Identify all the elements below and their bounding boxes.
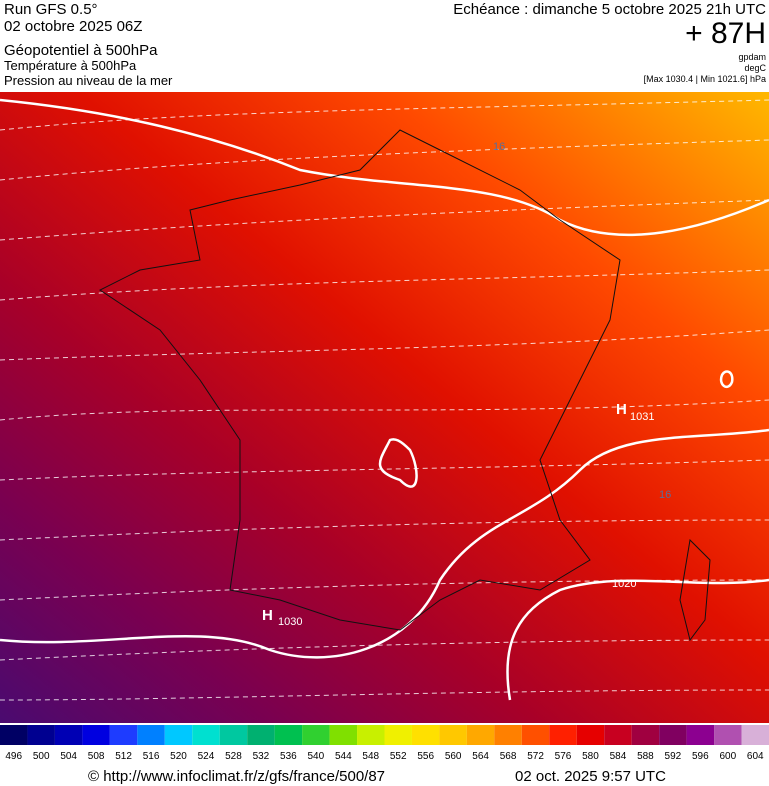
source: © http://www.infoclimat.fr/z/gfs/france/… <box>88 768 385 785</box>
isotherm-label: 16 <box>659 489 671 501</box>
colorbar-swatch <box>54 725 83 745</box>
pressure-range: [Max 1030.4 | Min 1021.6] hPa <box>644 74 766 84</box>
colorbar-swatch <box>439 725 467 745</box>
colorbar-swatch <box>659 725 687 745</box>
colorbar-label: 512 <box>115 751 132 762</box>
colorbar-label: 600 <box>719 751 736 762</box>
colorbar-swatch <box>109 725 138 745</box>
colorbar-swatch <box>549 725 577 745</box>
colorbar-swatch <box>411 725 440 745</box>
unit: gpdam <box>738 52 766 62</box>
colorbar-swatch <box>164 725 193 745</box>
colorbar-label: 556 <box>417 751 434 762</box>
colorbar-swatch <box>714 725 742 745</box>
coastlines <box>99 129 711 642</box>
colorbar-swatch <box>0 725 28 745</box>
colorbar-swatch <box>384 725 412 745</box>
colorbar-swatch <box>494 725 522 745</box>
colorbar-swatch <box>82 725 110 745</box>
colorbar-swatch <box>576 725 605 745</box>
colorbar-label: 584 <box>610 751 627 762</box>
header: Run GFS 0.5° 02 octobre 2025 06Z Géopote… <box>4 1 767 88</box>
colorbar-label: 576 <box>555 751 572 762</box>
colorbar-swatch <box>466 725 495 745</box>
colorbar-label: 532 <box>253 751 270 762</box>
field-label: Pression au niveau de la mer <box>4 73 173 88</box>
colorbar-label: 508 <box>88 751 105 762</box>
colorbar-label: 544 <box>335 751 352 762</box>
map-labels: 16 16 H 1031 H 1030 1020 <box>262 141 671 628</box>
colorbar-swatch <box>192 725 220 745</box>
high-value: 1031 <box>630 411 654 423</box>
high-marker: H <box>262 607 273 624</box>
field-label: Température à 500hPa <box>4 58 137 73</box>
unit: degC <box>744 63 766 73</box>
colorbar-label: 504 <box>60 751 77 762</box>
colorbar-swatch <box>686 725 715 745</box>
colorbar-label: 536 <box>280 751 297 762</box>
colorbar-label: 496 <box>5 751 22 762</box>
colorbar-label: 592 <box>665 751 682 762</box>
isobar-label: 1020 <box>612 578 636 590</box>
colorbar-label: 596 <box>692 751 709 762</box>
colorbar-label: 528 <box>225 751 242 762</box>
footer: © http://www.infoclimat.fr/z/gfs/france/… <box>88 768 666 785</box>
geopotential-contours <box>0 99 769 701</box>
colorbar-label: 580 <box>582 751 599 762</box>
colorbar-label: 516 <box>143 751 160 762</box>
colorbar: 496 500 504 508 512 516 520 524 528 532 536 540 544 5… <box>0 725 769 762</box>
colorbar-swatch <box>247 725 275 745</box>
colorbar-swatch <box>604 725 632 745</box>
colorbar-label: 500 <box>33 751 50 762</box>
colorbar-label: 524 <box>198 751 215 762</box>
colorbar-label: 520 <box>170 751 187 762</box>
run-date: 02 octobre 2025 06Z <box>4 18 142 35</box>
colorbar-swatch <box>274 725 303 745</box>
colorbar-label: 540 <box>307 751 324 762</box>
colorbar-swatch <box>27 725 55 745</box>
run-label: Run GFS 0.5° <box>4 1 98 18</box>
valid-time: Echéance : dimanche 5 octobre 2025 21h U… <box>453 1 766 18</box>
colorbar-label: 588 <box>637 751 654 762</box>
map: 16 16 H 1031 H 1030 1020 <box>0 92 769 723</box>
colorbar-swatch <box>741 725 769 745</box>
field-label: Géopotentiel à 500hPa <box>4 42 158 59</box>
isotherm-label: 16 <box>493 141 505 153</box>
temperature-field <box>0 92 769 723</box>
issued-time: 02 oct. 2025 9:57 UTC <box>515 768 666 785</box>
colorbar-swatch <box>357 725 385 745</box>
high-marker: H <box>616 401 627 418</box>
colorbar-swatch <box>329 725 358 745</box>
isobars <box>0 98 769 701</box>
colorbar-label: 552 <box>390 751 407 762</box>
colorbar-label: 572 <box>527 751 544 762</box>
colorbar-swatch <box>631 725 660 745</box>
colorbar-label: 564 <box>472 751 489 762</box>
colorbar-swatch <box>137 725 165 745</box>
colorbar-swatch <box>521 725 550 745</box>
high-value: 1030 <box>278 616 302 628</box>
lead-time: + 87H <box>685 17 766 50</box>
colorbar-label: 604 <box>747 751 764 762</box>
colorbar-label: 568 <box>500 751 517 762</box>
colorbar-swatch <box>302 725 330 745</box>
colorbar-swatch <box>219 725 248 745</box>
colorbar-label: 548 <box>362 751 379 762</box>
colorbar-label: 560 <box>445 751 462 762</box>
